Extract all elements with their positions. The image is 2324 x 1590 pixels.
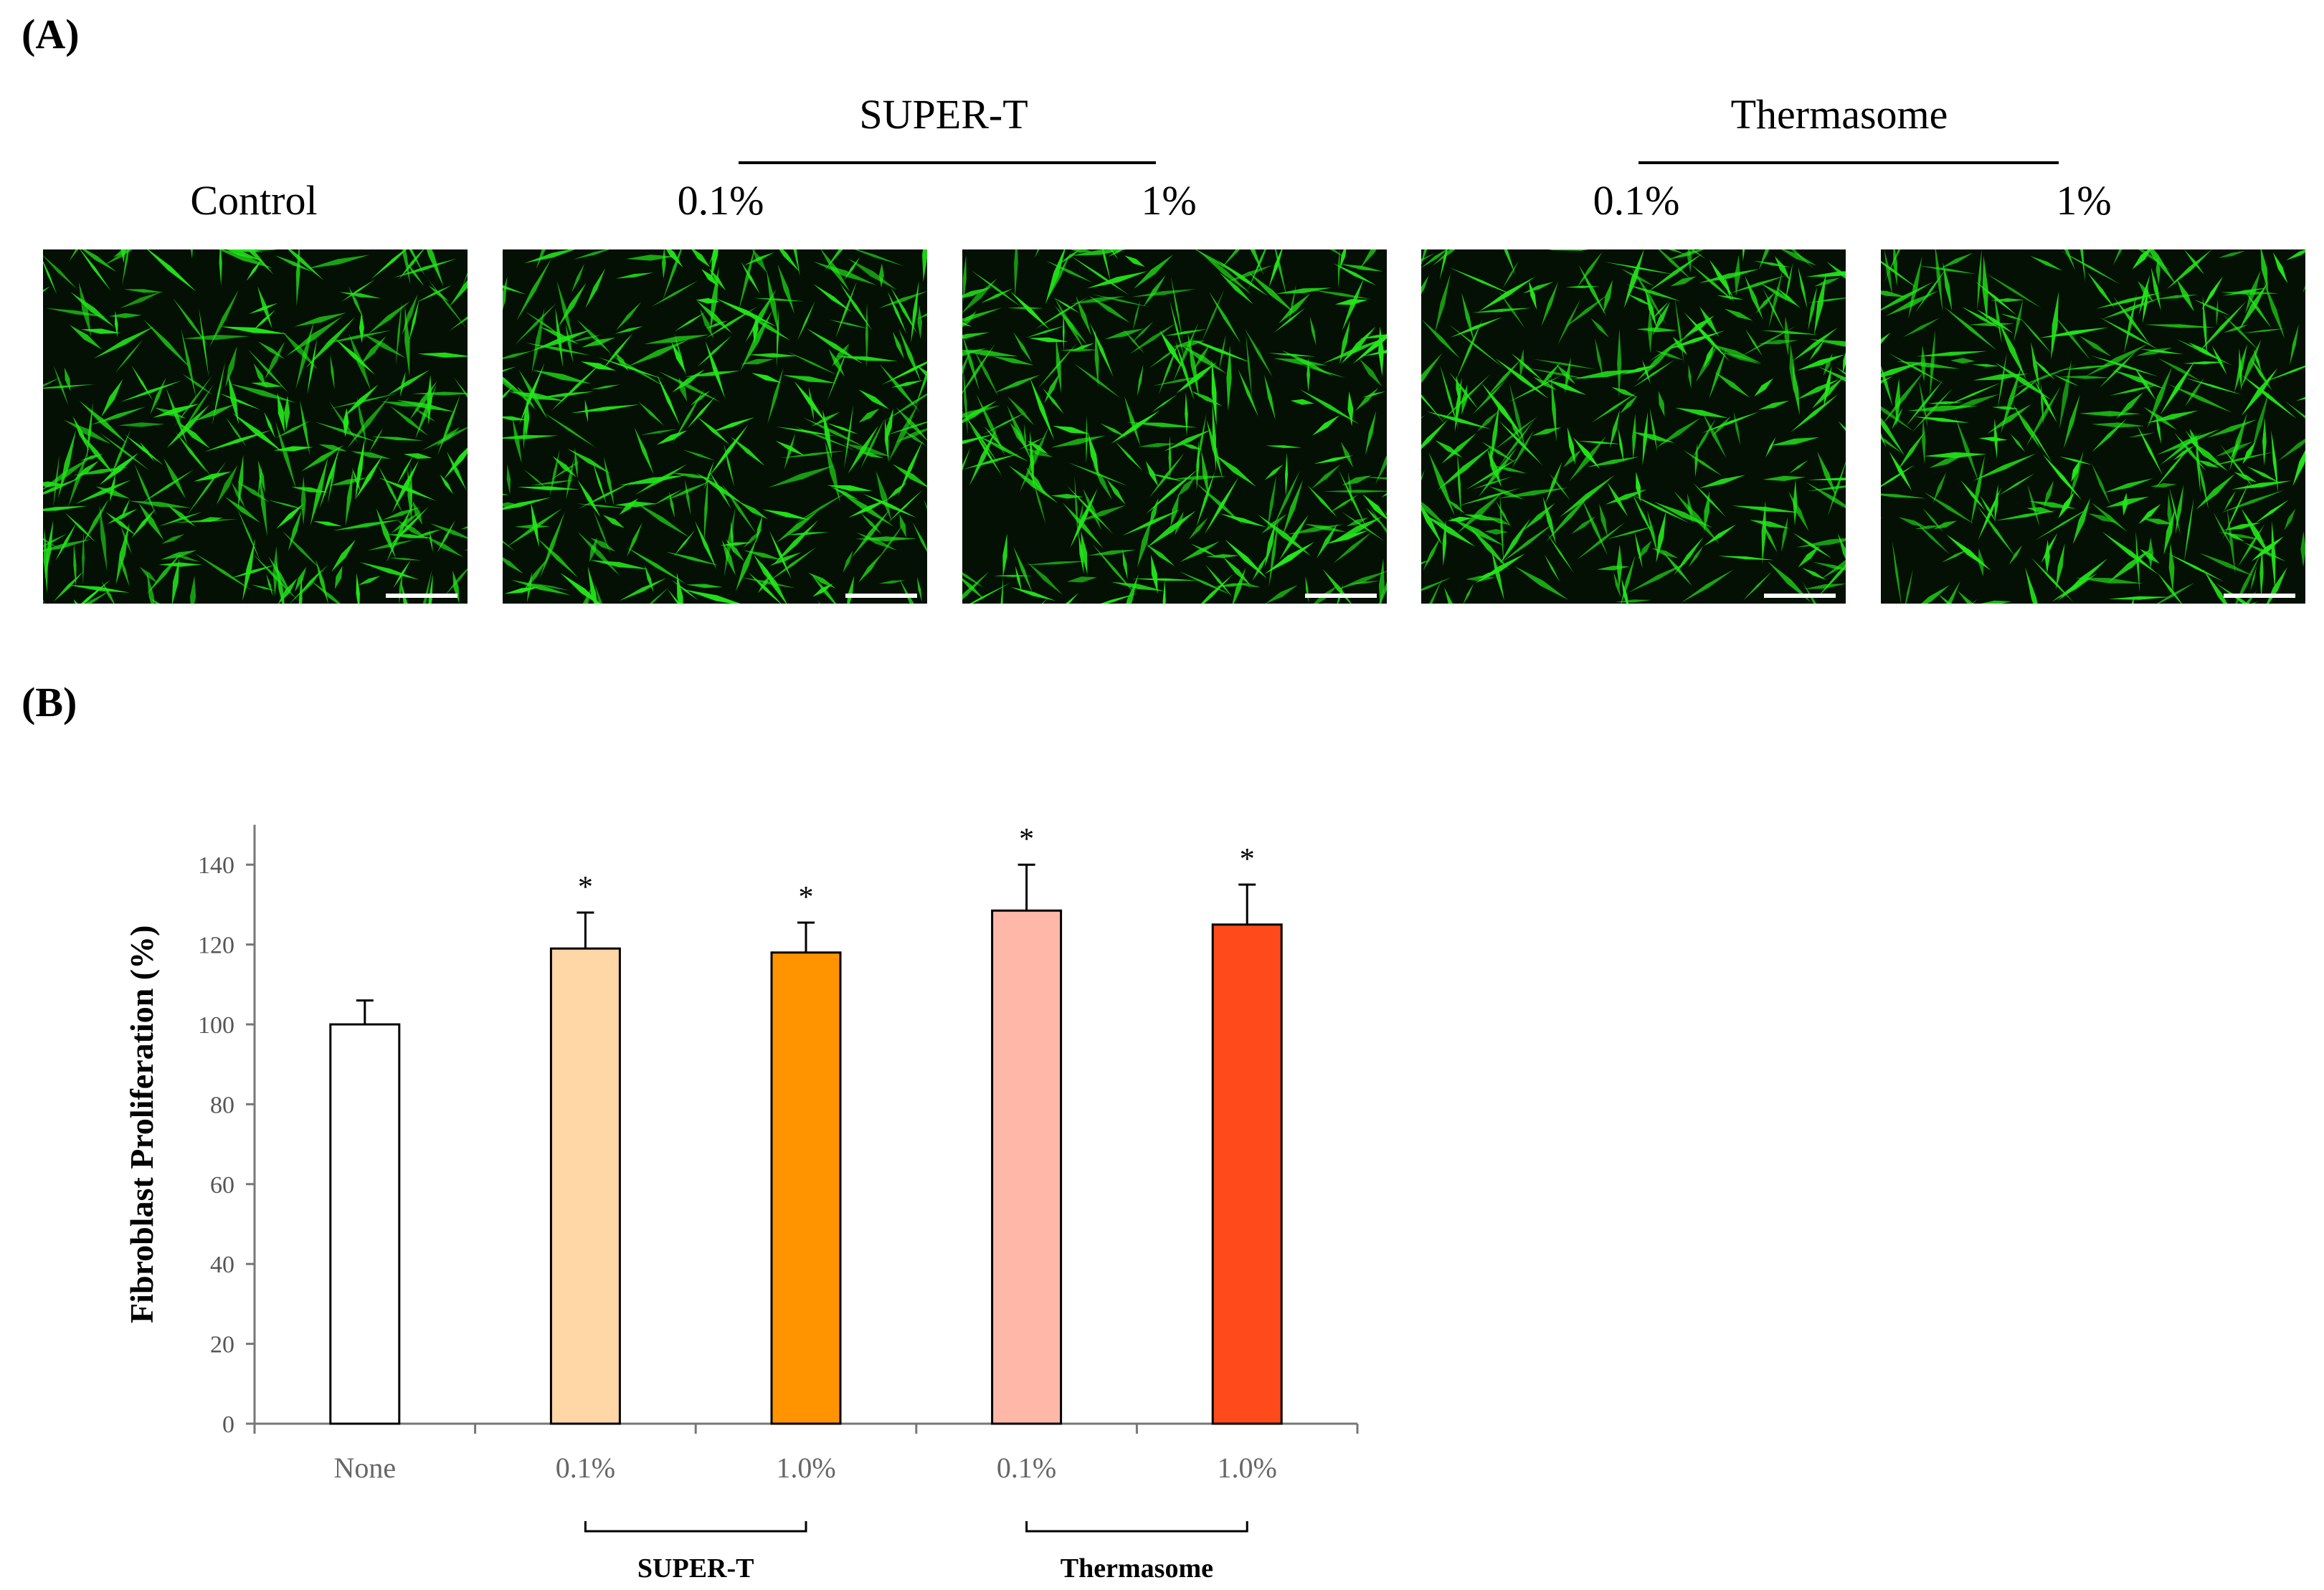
y-tick-label: 80 <box>210 1092 234 1118</box>
chart-labels: Fibroblast Proliferation (%) None * 0.1% * 1.… <box>123 823 1277 1584</box>
significance-marker: * <box>578 871 593 904</box>
x-tick-label: None <box>333 1452 396 1484</box>
group-header-super-t: SUPER-T <box>859 91 1028 138</box>
group-header-thermasome: Thermasome <box>1730 91 1948 138</box>
micrograph-control <box>43 249 468 604</box>
fibroblast-cells <box>43 249 468 604</box>
significance-marker: * <box>1019 823 1034 856</box>
image-label-super-t-0-1: 0.1% <box>677 177 764 224</box>
group-bracket <box>584 1521 807 1533</box>
x-tick-label: 1.0% <box>776 1452 835 1484</box>
image-label-thermasome-0-1: 0.1% <box>1593 177 1680 224</box>
scale-bar <box>1305 594 1377 598</box>
image-label-control: Control <box>190 177 318 224</box>
significance-marker: * <box>1240 843 1255 876</box>
micrograph-thermasome-0-1 <box>1421 249 1846 604</box>
y-tick-label: 0 <box>222 1412 234 1438</box>
bar <box>991 909 1063 1425</box>
panel-a-label: (A) <box>22 11 80 57</box>
group-bracket <box>1025 1521 1248 1533</box>
scale-bar <box>386 594 457 598</box>
x-tick-label: 1.0% <box>1218 1452 1277 1484</box>
bar <box>549 947 621 1425</box>
image-label-super-t-1: 1% <box>1141 177 1197 224</box>
x-tick-label: 0.1% <box>556 1452 615 1484</box>
scale-bar <box>845 594 917 598</box>
bar <box>329 1023 401 1425</box>
y-tick-label: 140 <box>198 852 234 879</box>
y-tick-label: 120 <box>198 933 234 959</box>
x-tick-label: 0.1% <box>997 1452 1056 1484</box>
bar <box>770 951 842 1425</box>
y-tick-label: 100 <box>198 1012 234 1039</box>
scale-bar <box>2224 594 2295 598</box>
group-label: SUPER-T <box>637 1553 754 1584</box>
micrograph-super-t-0-1 <box>503 249 927 604</box>
y-tick-label: 20 <box>210 1332 234 1358</box>
group-rule-thermasome <box>1638 161 2059 164</box>
group-rule-super-t <box>739 161 1156 164</box>
scale-bar <box>1764 594 1836 598</box>
y-tick-label: 60 <box>210 1172 234 1199</box>
panel-b-label: (B) <box>22 679 77 725</box>
bar-chart: 0 20 40 60 80 100 120 140 Fibroblast Proliferat… <box>123 823 1359 1584</box>
significance-marker: * <box>799 881 814 914</box>
fibroblast-cells <box>503 249 927 604</box>
micrograph-super-t-1 <box>962 249 1387 604</box>
fibroblast-cells <box>1421 249 1846 604</box>
image-label-thermasome-1: 1% <box>2056 177 2112 224</box>
chart-bars <box>329 863 1283 1425</box>
y-tick-label: 40 <box>210 1252 234 1278</box>
y-axis-label: Fibroblast Proliferation (%) <box>123 925 160 1323</box>
bar <box>1211 923 1283 1425</box>
micrograph-thermasome-1 <box>1881 249 2305 604</box>
group-label: Thermasome <box>1061 1553 1213 1584</box>
fibroblast-cells <box>1881 249 2305 604</box>
fibroblast-cells <box>962 249 1387 604</box>
